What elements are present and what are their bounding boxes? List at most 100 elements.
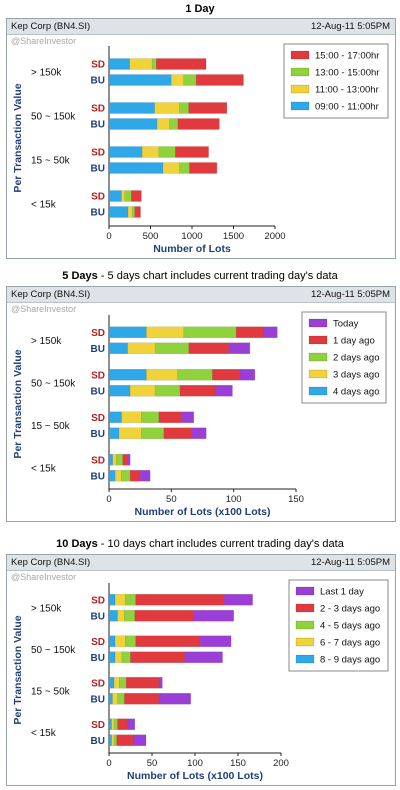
chart-3-date: 12-Aug-11 5:05PM [310,557,390,568]
x-axis-title: Number of Lots (x100 Lots) [135,506,271,518]
bar-segment-15k-sd-09-00-11-00hr [108,190,122,202]
bar-segment-50-150k-sd-13-00-15-00hr [179,102,189,114]
bar-segment-50-150k-sd-4-days-ago [108,369,147,381]
bar-segment-150k-sd-today [263,326,278,338]
legend-swatch-4-5-days-ago [295,620,315,630]
chart-1-date: 12-Aug-11 5:05PM [310,21,390,32]
bar-segment-15k-bu-last-1-day [133,734,147,746]
bar-segment-50-150k-sd-today [239,369,256,381]
bar-segment-150k-sd-09-00-11-00hr [108,58,130,70]
bar-segment-150k-sd-2-days-ago [183,326,237,338]
bar-segment-150k-bu-09-00-11-00hr [108,74,172,86]
chart-1-watermark: @ShareInvestor [11,36,77,46]
bar-segment-15k-bu-11-00-13-00hr [127,206,133,218]
bar-segment-150k-sd-8-9-days-ago [108,594,116,606]
bar-label-bu: BU [91,736,105,747]
bar-segment-15-50k-sd-15-00-17-00hr [175,146,209,158]
chart-3-header: Kep Corp (BN4.SI) 12-Aug-11 5:05PM [7,555,395,571]
bar-segment-15-50k-bu-6-7-days-ago [112,693,118,705]
bar-segment-15k-sd-3-days-ago [112,454,117,466]
bar-label-sd: SD [91,678,105,689]
bar-segment-150k-sd-3-days-ago [146,326,185,338]
bar-segment-150k-sd-last-1-day [223,594,253,606]
chart-3-title: 10 Days - 10 days chart includes current… [0,538,400,550]
bar-segment-150k-bu-13-00-15-00hr [183,74,197,86]
chart-1-panel: Kep Corp (BN4.SI) 12-Aug-11 5:05PM @Shar… [6,18,396,259]
bar-segment-50-150k-sd-4-5-days-ago [125,635,136,647]
bar-segment-15-50k-sd-6-7-days-ago [113,677,120,689]
bar-segment-150k-sd-4-days-ago [108,326,147,338]
bar-label-sd: SD [91,328,105,339]
bar-segment-50-150k-sd-last-1-day [199,635,232,647]
bar-segment-150k-bu-6-7-days-ago [117,610,125,622]
chart-2-header: Kep Corp (BN4.SI) 12-Aug-11 5:05PM [7,287,395,303]
bar-segment-50-150k-sd-15-00-17-00hr [188,102,228,114]
x-axis-title: Number of Lots (x100 Lots) [127,770,263,782]
bar-segment-15k-sd-4-days-ago [108,454,113,466]
bar-segment-150k-bu-today [228,342,251,354]
bar-segment-15-50k-bu-15-00-17-00hr [189,162,218,174]
bar-segment-15k-bu-6-7-days-ago [111,734,115,746]
chart-2-title-bold: 5 Days [62,270,98,282]
legend-swatch-13-00-15-00hr [290,67,310,77]
bar-segment-15k-sd-2-3-days-ago [117,718,129,730]
legend-swatch-today [308,318,328,328]
bar-segment-50-150k-sd-2-3-days-ago [135,635,201,647]
bar-segment-15-50k-sd-today [181,411,195,423]
bar-segment-15-50k-bu-4-5-days-ago [117,693,125,705]
bar-segment-50-150k-bu-2-days-ago [154,385,181,397]
bar-segment-15k-bu-09-00-11-00hr [108,206,129,218]
chart-2-date: 12-Aug-11 5:05PM [310,289,390,300]
x-tick-label-150: 150 [288,494,304,505]
bar-label-bu: BU [91,386,105,397]
x-tick-label-0: 0 [106,231,111,242]
bar-segment-150k-sd-13-00-15-00hr [151,58,157,70]
bar-segment-150k-bu-2-3-days-ago [134,610,194,622]
bar-segment-15-50k-bu-3-days-ago [118,427,142,439]
bar-segment-50-150k-bu-2-3-days-ago [130,651,185,663]
bar-label-bu: BU [91,76,105,87]
x-tick-label-2000: 2000 [264,231,285,242]
legend-label-today: Today [333,319,359,330]
x-tick-label-50: 50 [147,758,158,769]
group-label-15-50k: 15 ~ 50k [31,421,71,432]
legend-label-3-days-ago: 3 days ago [333,370,379,381]
bar-segment-50-150k-bu-3-days-ago [129,385,156,397]
legend-swatch-6-7-days-ago [295,637,315,647]
chart-1-plot: 0 500 1000 1500 2000 Number of Lots Per Transa… [12,43,389,255]
bar-segment-50-150k-sd-3-days-ago [146,369,178,381]
bar-segment-150k-bu-2-days-ago [154,342,190,354]
x-tick-label-0: 0 [106,758,111,769]
bar-label-sd: SD [91,637,105,648]
legend-label-13-00-15-00hr: 13:00 - 15:00hr [315,68,379,79]
chart-3-stock-name: Kep Corp (BN4.SI) [11,557,91,568]
bar-segment-150k-sd-15-00-17-00hr [156,58,207,70]
bar-segment-50-150k-bu-13-00-15-00hr [169,118,179,130]
bar-segment-150k-sd-6-7-days-ago [114,594,126,606]
bar-segment-15-50k-bu-4-days-ago [108,427,120,439]
bar-segment-15k-sd-last-1-day [127,718,136,730]
bar-segment-150k-bu-last-1-day [193,610,234,622]
bar-segment-150k-bu-3-days-ago [127,342,156,354]
legend-swatch-15-00-17-00hr [290,50,310,60]
group-label-15k: < 15k [31,728,57,739]
bar-segment-50-150k-bu-6-7-days-ago [114,651,123,663]
legend-swatch-last-1-day [295,586,315,596]
chart-2-plot: 0 50 100 150 Number of Lots (x100 Lots) Per T… [12,311,387,518]
bar-segment-15-50k-bu-09-00-11-00hr [108,162,164,174]
group-label-15-50k: 15 ~ 50k [31,156,71,167]
legend-swatch-2-days-ago [308,352,328,362]
bar-segment-15k-sd-8-9-days-ago [108,718,112,730]
bar-segment-50-150k-bu-last-1-day [184,651,223,663]
bar-label-sd: SD [91,413,105,424]
legend-swatch-3-days-ago [308,369,328,379]
bar-label-bu: BU [91,344,105,355]
bar-segment-50-150k-bu-4-5-days-ago [121,651,131,663]
legend-swatch-8-9-days-ago [295,654,315,664]
bar-segment-150k-sd-2-3-days-ago [135,594,225,606]
bar-segment-15k-sd-2-days-ago [116,454,123,466]
chart-1-title: 1 Day [0,3,400,15]
x-tick-label-500: 500 [143,231,159,242]
legend-swatch-11-00-13-00hr [290,84,310,94]
legend-swatch-4-days-ago [308,386,328,396]
